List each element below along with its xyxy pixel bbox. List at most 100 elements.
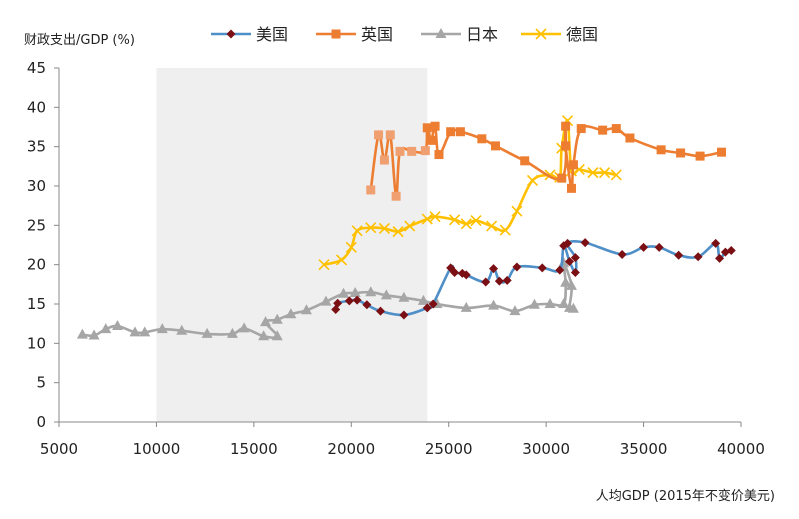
legend-label: 美国 — [256, 25, 288, 44]
data-point — [544, 298, 556, 308]
data-point — [520, 156, 530, 166]
data-point — [502, 275, 512, 285]
data-point — [568, 160, 578, 170]
data-point — [420, 146, 430, 156]
data-point — [570, 268, 580, 278]
legend-marker — [226, 29, 236, 39]
y-tick-label: 30 — [27, 177, 46, 195]
data-point — [617, 249, 627, 259]
y-tick-label: 35 — [27, 138, 46, 156]
data-point — [446, 127, 456, 137]
data-point — [711, 238, 721, 248]
data-point — [565, 257, 575, 267]
x-tick-label: 20000 — [327, 440, 375, 458]
data-point — [111, 320, 123, 331]
y-axis-label: 财政支出/GDP (%) — [24, 33, 135, 48]
legend-label: 德国 — [566, 25, 598, 44]
data-point — [100, 323, 112, 334]
legend-item[interactable]: 美国 — [211, 25, 288, 44]
data-point — [365, 286, 377, 297]
series-2 — [76, 257, 579, 341]
data-point — [385, 130, 395, 140]
data-point — [176, 324, 188, 335]
data-point — [349, 286, 361, 297]
data-point — [376, 306, 386, 316]
data-point — [570, 253, 580, 263]
data-point — [470, 215, 482, 227]
data-point — [489, 264, 499, 274]
legend-label: 日本 — [466, 25, 498, 44]
legend-item[interactable]: 德国 — [521, 25, 598, 44]
data-point — [526, 174, 539, 187]
data-point — [580, 238, 590, 248]
data-point — [422, 123, 432, 133]
data-point — [565, 279, 577, 290]
data-point — [76, 328, 88, 339]
x-tick-label: 25000 — [425, 440, 473, 458]
data-point — [555, 265, 565, 275]
data-point — [421, 213, 433, 225]
y-tick-label: 0 — [36, 413, 46, 431]
data-point — [461, 270, 471, 280]
data-point — [428, 299, 438, 309]
data-point — [509, 305, 521, 316]
data-point — [398, 291, 410, 302]
shaded-region — [156, 68, 428, 422]
data-point — [598, 125, 608, 135]
data-point — [434, 150, 444, 160]
data-point — [477, 134, 487, 144]
data-point — [344, 296, 354, 306]
legend[interactable]: 美国 英国 日本 德国 — [211, 25, 598, 44]
data-point — [417, 294, 429, 305]
data-point — [352, 295, 362, 305]
data-point — [537, 263, 547, 273]
data-point — [587, 167, 599, 179]
data-point — [511, 205, 523, 217]
data-point — [430, 121, 440, 131]
data-point — [407, 146, 417, 156]
data-point — [610, 169, 622, 181]
y-tick-label: 40 — [27, 98, 46, 116]
data-point — [156, 323, 168, 334]
data-point — [333, 298, 343, 308]
data-point — [285, 308, 297, 319]
data-point — [558, 298, 570, 308]
data-point — [129, 326, 141, 337]
axes: 0 5 10 15 20 25 30 35 40 45 5000 10000 15000 20000 25… — [27, 59, 765, 458]
y-tick-label: 20 — [27, 256, 46, 274]
data-point — [676, 148, 686, 158]
data-point — [271, 313, 283, 324]
data-point — [488, 299, 500, 310]
data-point — [226, 327, 238, 338]
data-point — [300, 304, 312, 315]
data-point — [365, 222, 377, 234]
data-point — [318, 259, 330, 271]
data-point — [567, 302, 579, 313]
data-point — [512, 262, 522, 272]
data-point — [561, 121, 571, 131]
data-point — [139, 326, 151, 337]
legend-item[interactable]: 日本 — [421, 25, 498, 44]
data-point — [395, 146, 405, 156]
legend-item[interactable]: 英国 — [316, 25, 393, 44]
x-tick-label: 35000 — [620, 440, 668, 458]
data-point — [351, 225, 363, 237]
data-point — [260, 316, 272, 327]
data-point — [561, 141, 571, 151]
data-point — [88, 329, 100, 340]
data-point — [391, 191, 401, 201]
data-point — [715, 253, 725, 263]
y-ticks: 0 5 10 15 20 25 30 35 40 45 — [27, 59, 59, 431]
data-point — [380, 289, 392, 300]
x-ticks: 5000 10000 15000 20000 25000 30000 35000 40000 — [40, 422, 765, 458]
data-point — [726, 246, 736, 256]
data-point — [674, 250, 684, 260]
data-point — [201, 327, 213, 338]
x-axis-label: 人均GDP (2015年不变价美元) — [596, 488, 775, 504]
data-point — [695, 151, 705, 161]
data-point — [557, 173, 567, 183]
data-point — [490, 141, 500, 151]
data-point — [392, 226, 404, 238]
data-point — [656, 145, 666, 155]
